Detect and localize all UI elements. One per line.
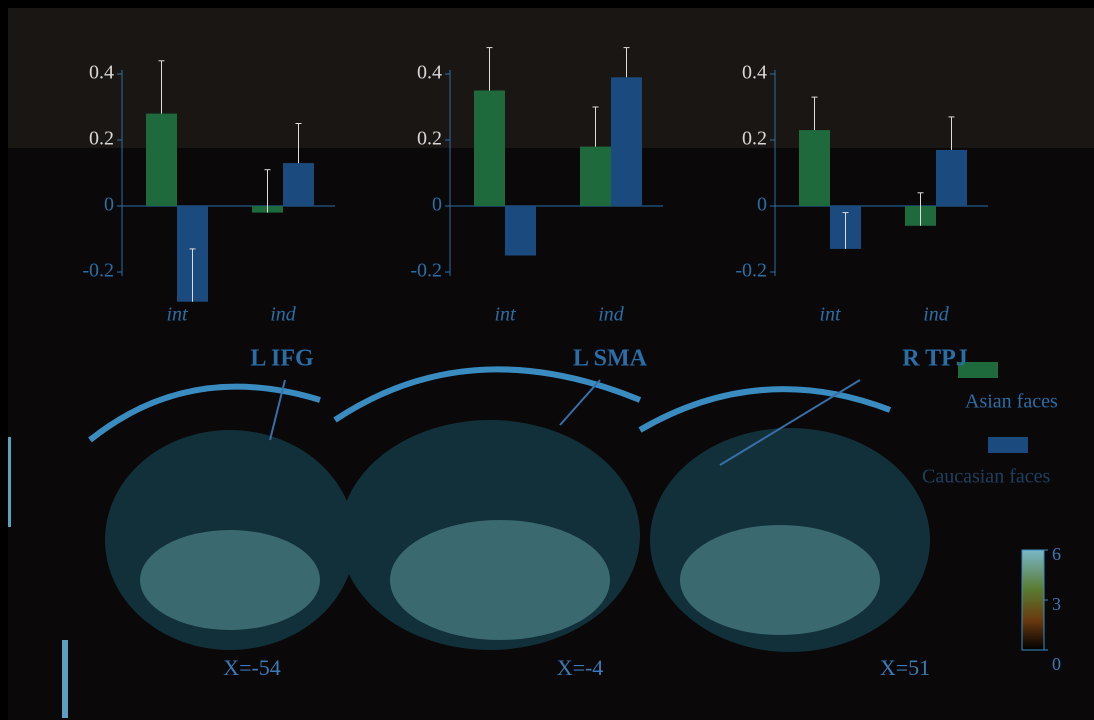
x-tick-label: int [494,304,516,326]
y-tick-label: 0.2 [417,128,442,150]
x-tick-label: ind [598,304,625,326]
y-tick-label: 0 [432,194,442,216]
slice-coordinate: X=-4 [557,655,604,680]
artifact [8,437,11,527]
y-tick-label: 0 [104,194,114,216]
y-tick-label: 0 [757,194,767,216]
artifact [62,640,68,718]
x-tick-label: ind [270,304,297,326]
y-tick-label: -0.2 [410,260,442,282]
bar [505,206,536,256]
region-label: L SMA [573,346,648,372]
legend-swatch [988,437,1028,453]
bar [283,163,314,206]
region-label: R TPJ [902,346,968,372]
colorbar-label: 3 [1052,594,1061,614]
y-tick-label: 0.2 [89,128,114,150]
bar [611,77,642,206]
y-tick-label: -0.2 [82,260,114,282]
colorbar-label: 6 [1052,544,1061,564]
bar [799,130,830,206]
x-tick-label: int [819,304,841,326]
brain-tissue [390,520,610,640]
bar [474,91,505,207]
bar [936,150,967,206]
bar [146,114,177,206]
figure: Asian faces Caucasian faces -0.2 0 0.2 0.4 i… [0,0,1094,720]
y-tick-label: 0.2 [742,128,767,150]
brain-tissue [680,525,880,635]
x-tick-label: int [166,304,188,326]
colorbar [1022,550,1044,650]
y-tick-label: 0.4 [89,62,114,84]
legend-label: Asian faces [965,391,1058,413]
colorbar-label: 0 [1052,654,1061,674]
slice-coordinate: X=51 [880,655,930,680]
y-tick-label: 0.4 [742,62,767,84]
bar [580,147,611,206]
slice-coordinate: X=-54 [223,655,281,680]
brain-tissue [140,530,320,630]
legend-label: Caucasian faces [922,466,1050,488]
x-tick-label: ind [923,304,950,326]
y-tick-label: 0.4 [417,62,442,84]
region-label: L IFG [250,346,314,372]
y-tick-label: -0.2 [735,260,767,282]
